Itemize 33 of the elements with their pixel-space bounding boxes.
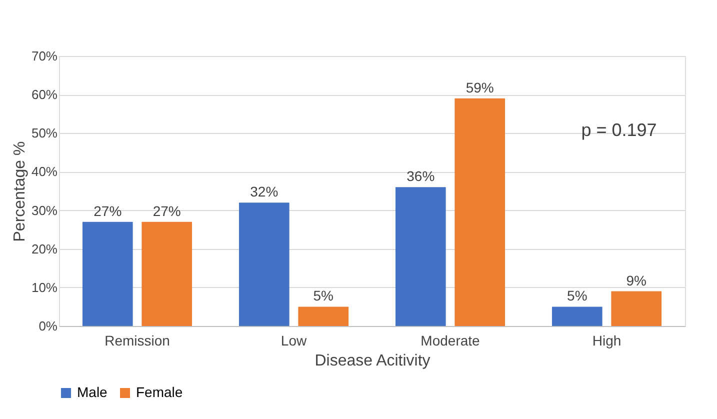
bar	[298, 306, 349, 326]
data-label: 27%	[94, 202, 122, 219]
y-tick-label: 60%	[31, 87, 58, 102]
x-axis-title: Disease Acitivity	[314, 352, 430, 370]
bar	[454, 98, 506, 326]
y-axis-title: Percentage %	[11, 141, 28, 242]
annotation: p = 0.197	[581, 120, 657, 140]
y-tick-label: 70%	[31, 48, 58, 64]
y-tick-label: 50%	[31, 126, 58, 141]
x-tick-label: Moderate	[420, 332, 480, 348]
legend-label: Female	[136, 384, 183, 400]
bar	[552, 306, 602, 326]
data-label: 59%	[466, 79, 494, 96]
bar	[395, 187, 446, 326]
y-tick-label: 30%	[31, 202, 58, 218]
bar	[238, 202, 290, 326]
bar	[142, 222, 192, 326]
bar	[611, 291, 662, 326]
legend-label: Male	[77, 384, 108, 400]
y-tick-label: 40%	[31, 164, 58, 180]
x-tick-label: Remission	[104, 332, 170, 348]
data-label: 9%	[626, 272, 646, 288]
bar	[82, 222, 133, 326]
y-tick-label: 20%	[31, 241, 58, 256]
y-tick-label: 10%	[31, 280, 58, 295]
data-label: 32%	[250, 184, 278, 200]
y-tick-label: 0%	[38, 318, 58, 334]
data-label: 5%	[567, 288, 588, 304]
data-label: 27%	[152, 202, 181, 219]
data-label: 36%	[406, 168, 435, 184]
x-tick-label: Low	[280, 332, 308, 348]
x-tick-label: High	[592, 332, 622, 348]
data-label: 5%	[313, 288, 334, 304]
